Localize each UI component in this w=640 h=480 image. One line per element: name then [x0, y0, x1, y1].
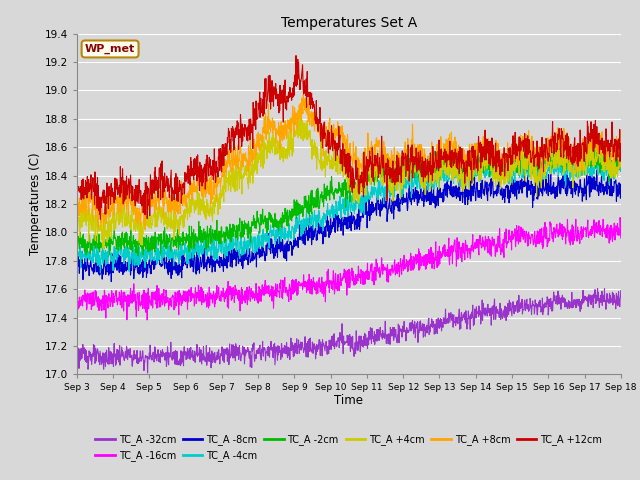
Title: Temperatures Set A: Temperatures Set A: [281, 16, 417, 30]
Text: WP_met: WP_met: [85, 44, 135, 54]
X-axis label: Time: Time: [334, 394, 364, 407]
Y-axis label: Temperatures (C): Temperatures (C): [29, 153, 42, 255]
Legend: TC_A -32cm, TC_A -16cm, TC_A -8cm, TC_A -4cm, TC_A -2cm, TC_A +4cm, TC_A +8cm, T: TC_A -32cm, TC_A -16cm, TC_A -8cm, TC_A …: [92, 431, 606, 465]
